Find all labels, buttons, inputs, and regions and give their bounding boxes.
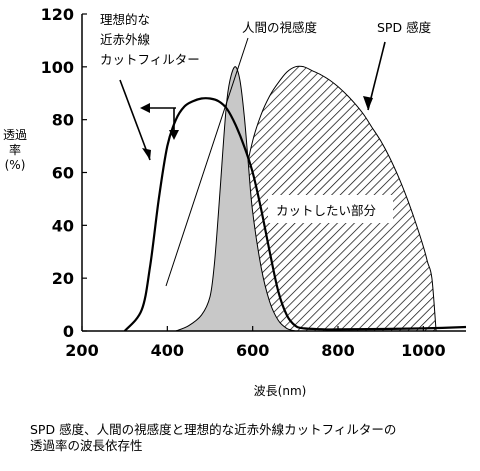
y-tick-label: 40 — [52, 216, 74, 235]
y-axis-title: 透過率(%) — [3, 128, 28, 172]
y-tick-label: 100 — [41, 58, 74, 77]
y-tick-label: 120 — [41, 5, 74, 24]
x-tick-label: 600 — [236, 341, 269, 360]
x-tick-label: 800 — [321, 341, 354, 360]
spd-pointer-arrowhead — [363, 96, 373, 110]
cut-region-label: カットしたい部分 — [276, 203, 376, 218]
filter-label-line-1: 理想的な — [100, 12, 150, 27]
filter-label-line-3: カットフィルター — [100, 52, 200, 67]
cut-direction-arrowhead — [140, 103, 150, 113]
y-tick-label: 0 — [63, 322, 74, 341]
x-tick-label: 1000 — [401, 341, 446, 360]
caption-line-1: SPD 感度、人間の視感度と理想的な近赤外線カットフィルターの — [30, 422, 397, 437]
filter-pointer-line — [119, 79, 151, 161]
figure-caption: SPD 感度、人間の視感度と理想的な近赤外線カットフィルターの 透過率の波長依存… — [30, 422, 475, 454]
visual-label: 人間の視感度 — [242, 20, 318, 35]
filter-pointer-arrowhead — [142, 148, 151, 160]
y-tick-label: 80 — [52, 111, 74, 130]
y-tick-label: 20 — [52, 269, 74, 288]
cut-down-arrowhead — [169, 130, 179, 140]
visual-pointer-line — [165, 37, 249, 287]
cut-label-box — [268, 195, 393, 223]
chart-svg: 0 20 40 60 80 100 120 200 400 600 800 1000 波長(nm) 理想… — [41, 5, 467, 398]
line-layer — [123, 97, 467, 332]
y-tick-label: 60 — [52, 164, 74, 183]
spd-label: SPD 感度 — [377, 20, 432, 35]
axes-layer: 0 20 40 60 80 100 120 200 400 600 800 1000 波長(nm) — [41, 5, 466, 398]
filter-label-line-2: 近赤外線 — [100, 32, 151, 47]
x-tick-label: 400 — [151, 341, 184, 360]
x-tick-label: 200 — [65, 341, 98, 360]
series-visual-area — [175, 66, 296, 332]
spectral-chart: 0 20 40 60 80 100 120 200 400 600 800 1000 波長(nm) 理想… — [41, 5, 467, 398]
caption-line-2: 透過率の波長依存性 — [30, 438, 143, 453]
x-axis-title: 波長(nm) — [254, 384, 307, 398]
series-filter-line — [123, 97, 467, 332]
